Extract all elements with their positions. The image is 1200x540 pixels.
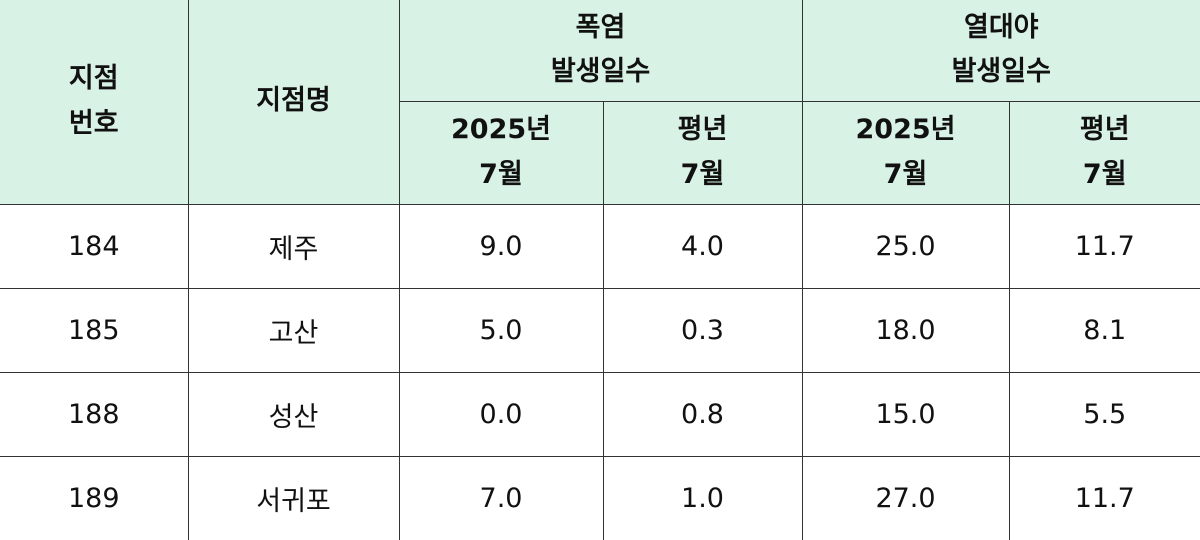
header-tropical-night-line1: 열대야 xyxy=(963,11,1039,43)
cell-station-name: 고산 xyxy=(187,287,400,373)
header-tropical-night-line2: 발생일수 xyxy=(951,56,1051,88)
header-heatwave-normal: 평년 7월 xyxy=(602,100,803,205)
cell-heatwave-normal: 1.0 xyxy=(602,455,803,540)
cell-tropical-2025: 15.0 xyxy=(801,371,1010,457)
header-heatwave: 폭염 발생일수 xyxy=(398,0,803,102)
header-row-2: 2025년 7월 평년 7월 2025년 7월 평년 7월 xyxy=(0,100,1200,205)
header-station-name: 지점명 xyxy=(187,0,400,205)
cell-tropical-normal: 5.5 xyxy=(1008,371,1200,457)
cell-heatwave-normal: 0.8 xyxy=(602,371,803,457)
header-heatwave-line2: 발생일수 xyxy=(550,56,651,88)
header-tropical-normal-line1: 평년 xyxy=(1079,113,1130,145)
cell-heatwave-2025: 0.0 xyxy=(398,371,604,457)
header-heatwave-line1: 폭염 xyxy=(575,11,626,43)
table-row: 185 고산 5.0 0.3 18.0 8.1 xyxy=(0,287,1200,373)
cell-tropical-normal: 8.1 xyxy=(1008,287,1200,373)
header-heatwave-normal-line1: 평년 xyxy=(677,113,728,145)
cell-station-name: 서귀포 xyxy=(187,455,400,540)
cell-tropical-2025: 27.0 xyxy=(801,455,1010,540)
header-heatwave-2025: 2025년 7월 xyxy=(399,100,604,205)
cell-station-no: 189 xyxy=(0,455,189,540)
cell-heatwave-normal: 0.3 xyxy=(602,287,803,373)
header-station-no-line1: 지점 xyxy=(68,63,119,95)
cell-station-no: 184 xyxy=(0,203,189,289)
header-station-no-line2: 번호 xyxy=(68,107,119,139)
header-heatwave-normal-line2: 7월 xyxy=(680,158,725,190)
cell-station-name: 성산 xyxy=(187,371,400,457)
table-row: 184 제주 9.0 4.0 25.0 11.7 xyxy=(0,203,1200,289)
cell-tropical-normal: 11.7 xyxy=(1008,203,1200,289)
cell-station-no: 188 xyxy=(0,371,189,457)
header-tropical-night: 열대야 발생일수 xyxy=(801,0,1200,102)
header-row-1: 지점 번호 지점명 폭염 발생일수 열대야 발생일수 xyxy=(0,0,1200,205)
table-row: 189 서귀포 7.0 1.0 27.0 11.7 xyxy=(0,455,1200,540)
cell-station-name: 제주 xyxy=(187,203,400,289)
header-tropical-2025: 2025년 7월 xyxy=(801,100,1010,205)
header-tropical-normal-line2: 7월 xyxy=(1082,158,1127,190)
header-heatwave-2025-line2: 7월 xyxy=(479,158,523,190)
header-tropical-normal: 평년 7월 xyxy=(1008,100,1200,205)
cell-station-no: 185 xyxy=(0,287,189,373)
header-tropical-2025-line2: 7월 xyxy=(883,158,928,190)
cell-heatwave-2025: 5.0 xyxy=(398,287,604,373)
cell-heatwave-normal: 4.0 xyxy=(602,203,803,289)
header-heatwave-2025-line1: 2025년 xyxy=(451,113,551,145)
cell-heatwave-2025: 7.0 xyxy=(398,455,604,540)
cell-tropical-normal: 11.7 xyxy=(1008,455,1200,540)
cell-tropical-2025: 18.0 xyxy=(801,287,1010,373)
table-row: 188 성산 0.0 0.8 15.0 5.5 xyxy=(0,371,1200,457)
header-tropical-2025-line1: 2025년 xyxy=(855,113,956,145)
header-station-no: 지점 번호 xyxy=(0,0,189,205)
cell-tropical-2025: 25.0 xyxy=(801,203,1010,289)
cell-heatwave-2025: 9.0 xyxy=(398,203,604,289)
